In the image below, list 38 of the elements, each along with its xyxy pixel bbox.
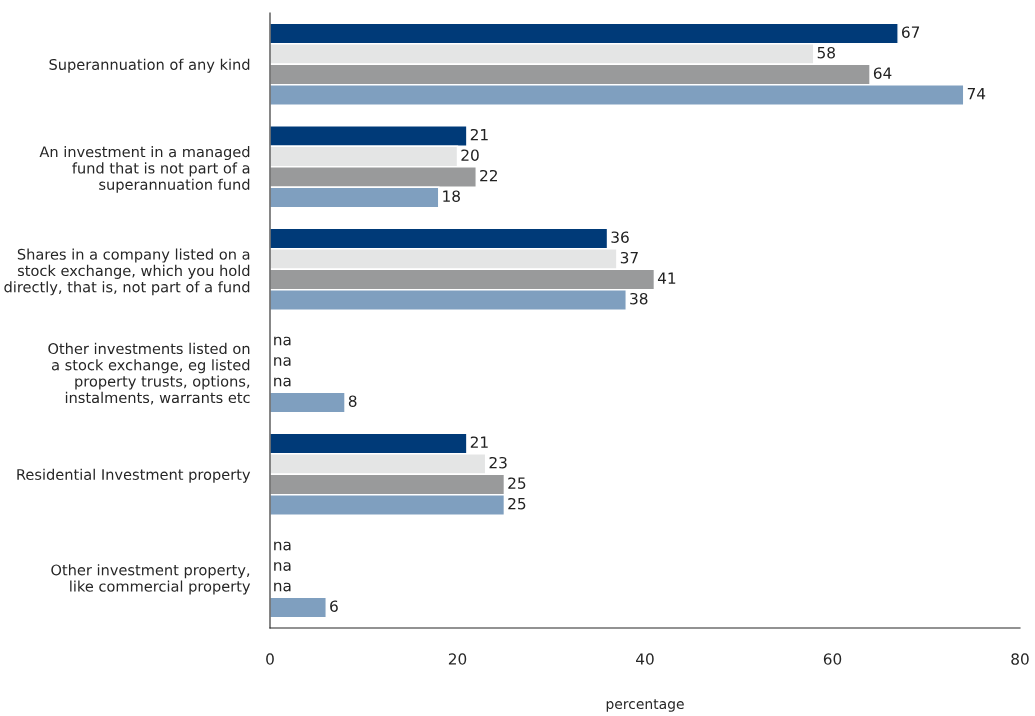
data-label: 38 bbox=[630, 292, 648, 305]
y-tick-label: Other investment property, like commercial property bbox=[51, 564, 251, 595]
y-tick-label: Shares in a company listed on a stock exchange, which you hold directly, that is, not part of a fund bbox=[4, 248, 250, 296]
data-label: 6 bbox=[330, 600, 338, 612]
data-label: 25 bbox=[508, 497, 526, 510]
x-tick-label: 0 bbox=[266, 653, 274, 665]
data-label: 74 bbox=[967, 88, 986, 100]
data-label: 23 bbox=[489, 456, 507, 469]
text: na bbox=[274, 357, 291, 366]
data-label: 41 bbox=[657, 272, 676, 284]
data-label: 64 bbox=[873, 67, 892, 79]
data-label: 21 bbox=[470, 436, 488, 448]
data-label: 58 bbox=[817, 46, 835, 59]
data-label: 18 bbox=[443, 190, 460, 202]
y-tick-label: Residential Investment property bbox=[17, 468, 251, 483]
bar bbox=[270, 391, 346, 414]
data-label: 37 bbox=[620, 251, 638, 264]
x-axis-title: percentage bbox=[606, 699, 684, 712]
text: na bbox=[274, 377, 291, 387]
x-tick-label: 80 bbox=[1011, 653, 1029, 665]
text: na bbox=[274, 562, 291, 571]
data-label: 20 bbox=[461, 149, 479, 161]
text: na bbox=[274, 336, 291, 346]
y-tick-label: An investment in a managed fund that is not part of a superannuation fund bbox=[39, 145, 250, 193]
x-tick-label: 20 bbox=[448, 653, 467, 665]
data-label: 67 bbox=[902, 26, 920, 38]
data-label: 36 bbox=[611, 231, 629, 243]
data-label: 21 bbox=[470, 128, 488, 141]
text: na bbox=[274, 582, 291, 592]
data-label: 25 bbox=[508, 477, 526, 489]
x-tick-label: 40 bbox=[636, 653, 654, 665]
y-tick-label: Superannuation of any kind bbox=[49, 58, 250, 73]
y-tick-label: Other investments listed on a stock exchange, eg listed property trusts, options, instalments, warrants etc bbox=[48, 342, 250, 405]
data-label: 8 bbox=[348, 395, 357, 407]
data-label: 22 bbox=[480, 169, 497, 182]
text: na bbox=[274, 541, 291, 551]
bar bbox=[270, 596, 327, 619]
x-tick-label: 60 bbox=[823, 653, 842, 665]
